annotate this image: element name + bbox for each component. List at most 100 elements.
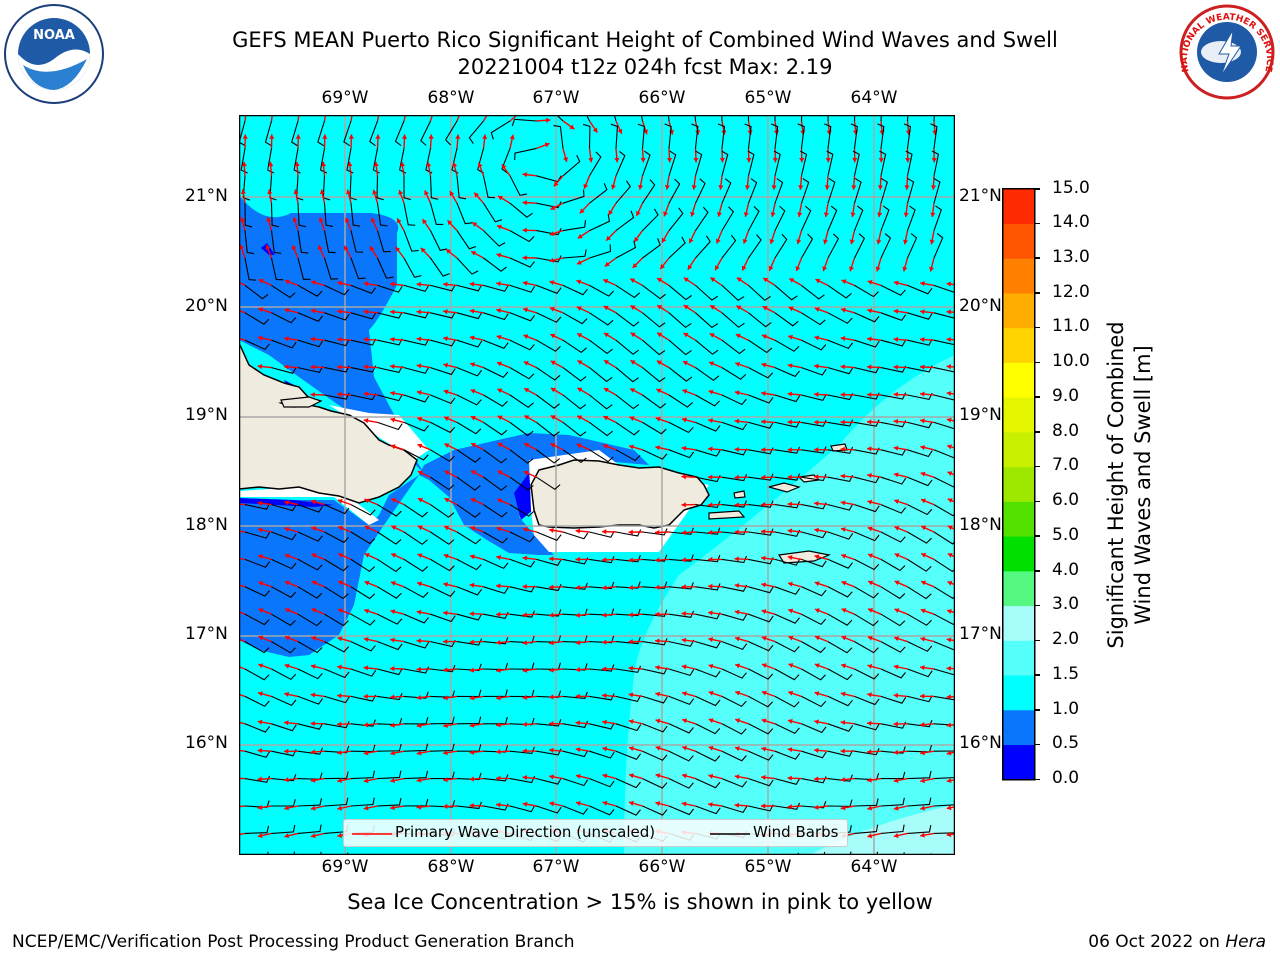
lon-label-top-69: 69°W (322, 88, 369, 108)
colorbar-tick-label: 12.0 (1052, 282, 1090, 302)
colorbar-segment (1003, 501, 1035, 536)
lon-label-top-65: 65°W (745, 88, 792, 108)
lat-label-left-21: 21°N (185, 186, 228, 206)
colorbar-tick-mark (1035, 501, 1040, 503)
lat-label-right-16-clip: 16°N (959, 733, 1003, 753)
legend-wave-line-icon (352, 832, 392, 836)
colorbar-tick-label: 0.0 (1052, 768, 1079, 788)
legend-wave-label: Primary Wave Direction (unscaled) (395, 823, 655, 841)
footer-branch: NCEP/EMC/Verification Post Processing Pr… (12, 932, 575, 952)
lat-label-left-16: 16°N (185, 733, 228, 753)
chart-title: GEFS MEAN Puerto Rico Significant Height… (140, 27, 1150, 54)
colorbar-segment (1003, 710, 1035, 745)
island-vieques (709, 511, 744, 519)
noaa-logo: NOAA (3, 3, 105, 105)
colorbar-tick-mark (1035, 257, 1040, 259)
colorbar-tick-label: 4.0 (1052, 560, 1079, 580)
lat-label-right-17: 17°N (959, 624, 1002, 644)
lon-label-top-68: 68°W (428, 88, 475, 108)
colorbar-segment (1003, 293, 1035, 328)
lat-label-left-20: 20°N (185, 296, 228, 316)
chart-subtitle-forecast: 20221004 t12z 024h fcst Max: 2.19 (140, 54, 1150, 81)
noaa-logo-text: NOAA (33, 28, 75, 43)
colorbar-tick-mark (1035, 431, 1040, 433)
colorbar-tick-label: 7.0 (1052, 455, 1079, 475)
colorbar-tick-mark (1035, 188, 1040, 190)
colorbar-tick-mark (1035, 535, 1040, 537)
colorbar-segment (1003, 362, 1035, 397)
legend-barb-line-icon (710, 832, 750, 836)
footer-date: 06 Oct 2022 on Hera (1088, 932, 1266, 952)
colorbar-segment (1003, 467, 1035, 502)
lat-label-right-20: 20°N (959, 296, 1002, 316)
colorbar-tick-mark (1035, 709, 1040, 711)
colorbar-segment (1003, 571, 1035, 606)
lat-label-right-18-clip: 18°N (959, 515, 1003, 535)
colorbar-segment (1003, 258, 1035, 293)
colorbar-tick-label: 11.0 (1052, 316, 1090, 336)
colorbar-label-line1: Significant Height of Combined (1103, 321, 1130, 648)
colorbar-tick-mark (1035, 674, 1040, 676)
colorbar-tick-label: 14.0 (1052, 212, 1090, 232)
colorbar-tick-label: 15.0 (1052, 178, 1090, 198)
colorbar-segment (1003, 223, 1035, 258)
colorbar-tick-label: 3.0 (1052, 594, 1079, 614)
colorbar-segment (1003, 640, 1035, 675)
footer-date-text: 06 Oct 2022 on (1088, 932, 1225, 952)
sea-ice-note: Sea Ice Concentration > 15% is shown in … (0, 890, 1280, 914)
lat-label-right-19-clip: 19°N (959, 405, 1003, 425)
colorbar-segment (1003, 536, 1035, 571)
colorbar-tick-mark (1035, 327, 1040, 329)
colorbar-segment (1003, 328, 1035, 363)
colorbar-tick-label: 1.5 (1052, 664, 1079, 684)
lat-label-right-17-clip: 17°N (959, 624, 1003, 644)
colorbar-label-line2: Wind Waves and Swell [m] (1130, 321, 1157, 648)
nws-logo: NATIONAL WEATHER SERVICE (1177, 2, 1277, 102)
lat-label-right-18: 18°N (959, 515, 1002, 535)
lon-label-top-64: 64°W (851, 88, 898, 108)
lon-label-top-67: 67°W (533, 88, 580, 108)
lat-label-right-16: 16°N (959, 733, 1002, 753)
lat-label-left-18: 18°N (185, 515, 228, 535)
lon-label-bottom-65: 65°W (745, 857, 792, 877)
colorbar-segment (1003, 675, 1035, 710)
colorbar-tick-label: 13.0 (1052, 247, 1090, 267)
colorbar-segment (1003, 745, 1035, 780)
colorbar-segment (1003, 606, 1035, 641)
colorbar-tick-mark (1035, 292, 1040, 294)
colorbar-tick-mark (1035, 223, 1040, 225)
lon-label-bottom-69: 69°W (322, 857, 369, 877)
colorbar-tick-mark (1035, 779, 1040, 781)
lon-label-top-66: 66°W (639, 88, 686, 108)
colorbar-tick-label: 5.0 (1052, 525, 1079, 545)
colorbar-tick-label: 10.0 (1052, 351, 1090, 371)
footer-host: Hera (1225, 932, 1266, 952)
lon-label-bottom-64: 64°W (851, 857, 898, 877)
colorbar (1002, 188, 1036, 781)
legend-barb-label: Wind Barbs (753, 823, 838, 841)
lon-label-bottom-67: 67°W (533, 857, 580, 877)
colorbar-label: Significant Height of Combined Wind Wave… (1103, 321, 1157, 648)
colorbar-segment (1003, 397, 1035, 432)
colorbar-tick-label: 8.0 (1052, 421, 1079, 441)
colorbar-tick-label: 9.0 (1052, 386, 1079, 406)
colorbar-segment (1003, 189, 1035, 224)
colorbar-tick-mark (1035, 605, 1040, 607)
lat-label-left-17: 17°N (185, 624, 228, 644)
map-legend: Primary Wave Direction (unscaled) Wind B… (343, 819, 848, 847)
colorbar-tick-mark (1035, 744, 1040, 746)
lat-label-right-20-clip: 20°N (959, 296, 1003, 316)
colorbar-tick-mark (1035, 396, 1040, 398)
lon-label-bottom-68: 68°W (428, 857, 475, 877)
map-panel (239, 115, 955, 855)
lat-label-left-19: 19°N (185, 405, 228, 425)
lon-label-bottom-66: 66°W (639, 857, 686, 877)
lat-label-right-19: 19°N (959, 405, 1002, 425)
colorbar-tick-label: 0.5 (1052, 733, 1079, 753)
colorbar-tick-label: 6.0 (1052, 490, 1079, 510)
colorbar-tick-mark (1035, 570, 1040, 572)
colorbar-tick-mark (1035, 362, 1040, 364)
lat-label-right-21: 21°N (959, 186, 1002, 206)
lat-label-right-21-clip: 21°N (959, 186, 1003, 206)
colorbar-tick-mark (1035, 466, 1040, 468)
